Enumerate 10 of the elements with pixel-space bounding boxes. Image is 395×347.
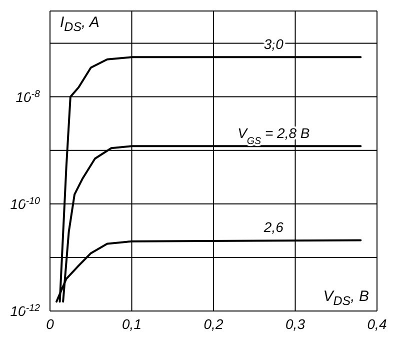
y-tick-label: 10$^{-10}$ — [10, 195, 41, 212]
x-tick-label: 0,1 — [122, 316, 142, 332]
x-tick-label: 0,3 — [286, 316, 306, 332]
y-tick-label: 10$^{-12}$ — [10, 302, 41, 319]
y-axis-title: I$_{DS}$, A — [60, 14, 100, 34]
x-tick-label: 0,2 — [204, 316, 224, 332]
x-tick-label: 0,4 — [367, 316, 387, 332]
x-axis-title: V$_{DS}$, B — [323, 288, 369, 308]
x-tick-label: 0 — [46, 316, 54, 332]
annotation: 2,6 — [262, 219, 284, 236]
